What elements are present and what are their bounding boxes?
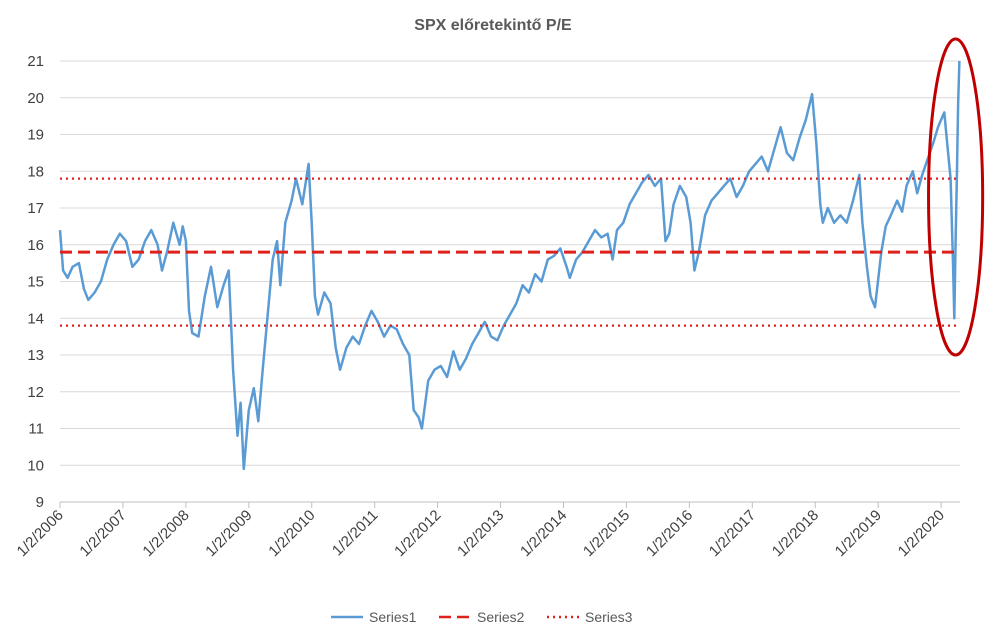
gridlines (60, 60, 960, 503)
series-layer (58, 60, 961, 471)
legend: Series1 Series2 Series3 (331, 609, 633, 625)
y-tick-label: 18 (27, 163, 44, 180)
y-tick-label: 16 (27, 237, 44, 254)
highlight-ellipse (927, 37, 985, 357)
series-line-series1 (58, 60, 961, 471)
y-tick-label: 10 (27, 457, 44, 474)
chart-title: SPX előretekintő P/E (414, 17, 572, 34)
x-tick-label: 1/2/2009 (202, 507, 255, 560)
x-tick-label: 1/2/2015 (580, 507, 633, 560)
x-tick-label: 1/2/2006 (14, 507, 67, 560)
y-tick-label: 19 (27, 127, 44, 144)
y-tick-label: 11 (28, 421, 44, 438)
x-tick-label: 1/2/2012 (391, 507, 444, 560)
y-tick-label: 21 (27, 53, 44, 70)
y-tick-label: 12 (27, 384, 44, 401)
y-tick-label: 13 (27, 347, 44, 364)
legend-label: Series2 (477, 609, 525, 625)
legend-label: Series3 (585, 609, 633, 625)
x-tick-label: 1/2/2013 (454, 507, 507, 560)
x-axis: 1/2/2006 1/2/2007 1/2/2008 1/2/2009 1/2/2010… (14, 501, 960, 560)
y-tick-label: 17 (27, 200, 44, 217)
legend-label: Series1 (369, 609, 417, 625)
x-tick-label: 1/2/2014 (517, 507, 570, 560)
x-tick-label: 1/2/2019 (832, 507, 885, 560)
annotation-layer (927, 37, 985, 357)
y-tick-label: 15 (27, 274, 44, 291)
x-tick-label: 1/2/2010 (265, 507, 318, 560)
y-tick-label: 20 (27, 90, 44, 107)
x-tick-label: 1/2/2018 (769, 507, 822, 560)
x-tick-label: 1/2/2008 (139, 507, 192, 560)
x-tick-label: 1/2/2017 (706, 507, 759, 560)
y-tick-label: 9 (36, 494, 44, 511)
x-tick-label: 1/2/2020 (895, 507, 948, 560)
x-tick-label: 1/2/2007 (76, 507, 129, 560)
x-tick-label: 1/2/2011 (329, 507, 382, 560)
y-tick-label: 14 (27, 310, 44, 327)
y-axis: 9 10 11 12 13 14 15 16 17 18 19 20 21 (27, 53, 44, 511)
x-tick-label: 1/2/2016 (643, 507, 696, 560)
